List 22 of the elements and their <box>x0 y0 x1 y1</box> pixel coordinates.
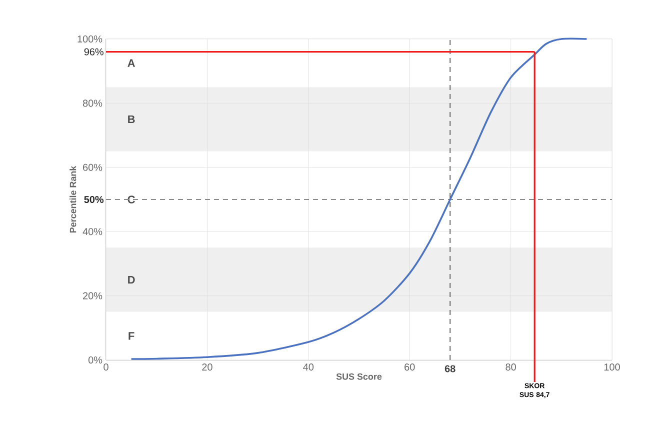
y-tick-label: 80% <box>82 100 102 107</box>
x-tick-label: 0 <box>104 364 108 371</box>
ref-line-label: 68 <box>444 365 456 372</box>
x-tick-label: 60 <box>404 364 415 371</box>
y-tick-label: 60% <box>83 164 102 171</box>
band-label: B <box>128 115 135 124</box>
ref-line-label: 96% <box>84 48 104 56</box>
band-label: C <box>128 196 135 204</box>
x-tick-label: 20 <box>202 364 212 371</box>
band-label: F <box>128 332 134 340</box>
y-tick-label: 0% <box>88 356 102 364</box>
x-axis-title: SUS Score <box>336 373 382 380</box>
y-axis-title: Percentile Rank <box>70 166 76 233</box>
band-label: A <box>128 59 135 67</box>
y-tick-label: 100% <box>78 35 102 43</box>
ref-line-label: 50% <box>84 196 104 204</box>
x-tick-label: 80 <box>506 364 516 371</box>
y-tick-label: 40% <box>82 228 102 236</box>
x-tick-label: 100 <box>604 364 620 371</box>
band-label: D <box>128 276 135 284</box>
y-tick-label: 20% <box>83 292 102 300</box>
x-tick-label: 40 <box>303 364 314 371</box>
